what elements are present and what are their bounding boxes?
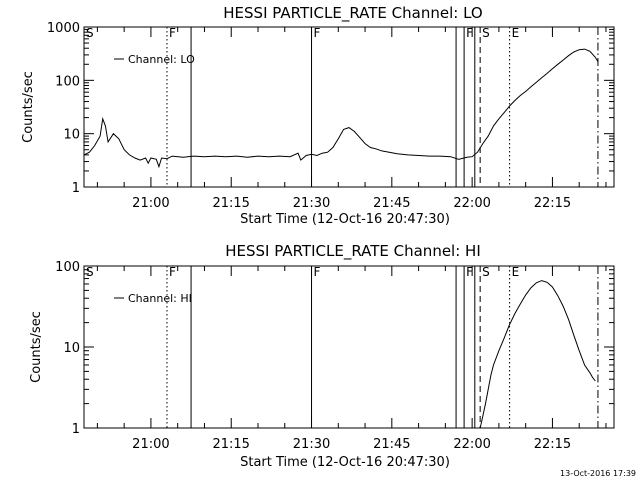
lo-event-marker-label: S	[86, 26, 94, 40]
lo-y-tick-label: 100	[55, 74, 80, 89]
lo-series-line	[83, 48, 599, 169]
lo-x-tick-label: 22:15	[534, 196, 571, 211]
lo-event-marker-label: F	[314, 26, 321, 40]
hi-event-marker-label: S	[86, 265, 94, 279]
lo-legend-label: Channel: LO	[128, 53, 195, 66]
lo-y-tick-label: 1000	[47, 21, 80, 36]
hi-event-marker-label: F	[314, 265, 321, 279]
lo-y-tick-label: 10	[63, 128, 80, 143]
hi-event-marker-label: F	[466, 265, 473, 279]
hi-chart-title: HESSI PARTICLE_RATE Channel: HI	[225, 242, 481, 261]
hi-x-tick-label: 21:00	[132, 437, 169, 452]
lo-channel-panel: HESSI PARTICLE_RATE Channel: LO Start Ti…	[21, 4, 615, 227]
hi-legend-label: Channel: HI	[128, 292, 192, 305]
lo-plot-frame	[83, 26, 615, 188]
lo-x-tick-label: 21:30	[293, 196, 330, 211]
hi-x-tick-label: 22:15	[534, 437, 571, 452]
hi-plot-frame	[83, 265, 615, 429]
lo-x-tick-label: 21:15	[212, 196, 249, 211]
hi-event-marker-label: E	[512, 265, 520, 279]
hi-x-tick-label: 21:30	[293, 437, 330, 452]
lo-event-marker-label: E	[512, 26, 520, 40]
lo-chart-title: HESSI PARTICLE_RATE Channel: LO	[223, 4, 482, 23]
lo-x-tick-label: 21:00	[132, 196, 169, 211]
footer-timestamp: 13-Oct-2016 17:39	[560, 469, 636, 478]
hi-x-tick-label: 22:00	[453, 437, 490, 452]
lo-event-marker-label: F	[466, 26, 473, 40]
lo-x-tick-label: 22:00	[453, 196, 490, 211]
hi-x-tick-label: 21:15	[212, 437, 249, 452]
hi-y-tick-label: 100	[55, 260, 80, 275]
hi-series-line	[479, 280, 596, 429]
hi-event-marker-label: S	[482, 265, 490, 279]
lo-x-tick-label: 21:45	[373, 196, 410, 211]
lo-y-axis-label: Counts/sec	[21, 71, 36, 143]
hi-y-tick-label: 10	[63, 341, 80, 356]
hi-x-axis-label: Start Time (12-Oct-16 20:47:30)	[240, 455, 450, 470]
hi-event-marker-label: F	[169, 265, 176, 279]
lo-event-marker-label: S	[482, 26, 490, 40]
hi-y-tick-label: 1	[72, 422, 80, 437]
lo-y-tick-label: 1	[72, 181, 80, 196]
hi-y-axis-label: Counts/sec	[29, 311, 44, 383]
hi-x-tick-label: 21:45	[373, 437, 410, 452]
lo-event-marker-label: F	[169, 26, 176, 40]
hi-channel-panel: HESSI PARTICLE_RATE Channel: HI Start Ti…	[29, 242, 615, 470]
lo-x-axis-label: Start Time (12-Oct-16 20:47:30)	[240, 212, 450, 227]
